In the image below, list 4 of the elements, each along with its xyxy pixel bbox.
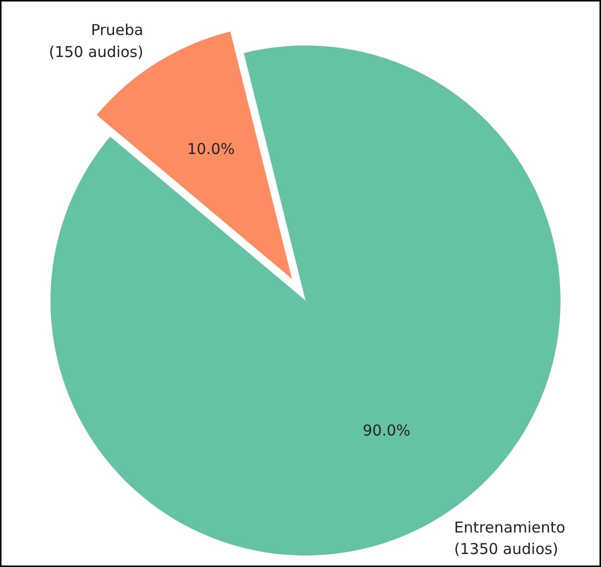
slice-label: Prueba (150 audios): [48, 21, 144, 61]
data-label: 10.0%: [187, 140, 235, 158]
data-label: 90.0%: [362, 421, 410, 440]
slice-label: Entrenamiento (1350 audios): [454, 518, 566, 558]
